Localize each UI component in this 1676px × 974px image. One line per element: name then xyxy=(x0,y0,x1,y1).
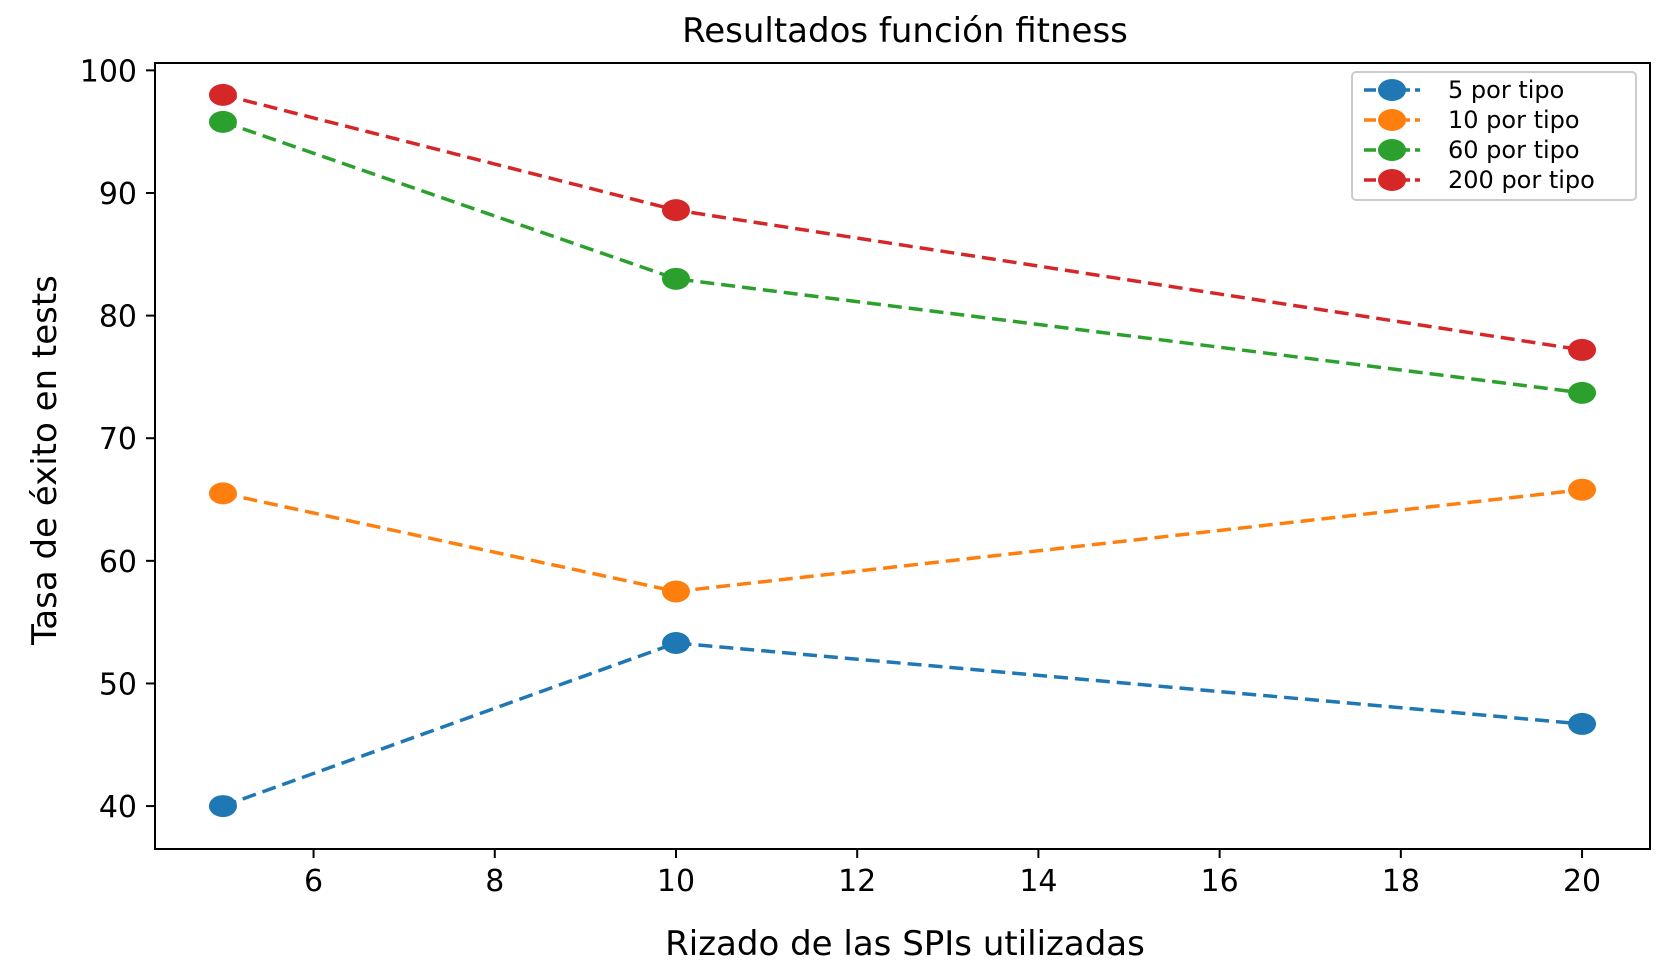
x-tick-label: 20 xyxy=(1563,864,1601,899)
x-tick-label: 16 xyxy=(1201,864,1239,899)
series-line xyxy=(222,120,1583,395)
data-point xyxy=(1568,381,1597,404)
data-point xyxy=(661,199,690,222)
legend-marker xyxy=(1378,79,1406,101)
legend-label: 60 por tipo xyxy=(1448,136,1580,164)
legend-box xyxy=(1351,71,1637,201)
chart-title: Resultados función fitness xyxy=(682,11,1128,51)
x-tick-label: 12 xyxy=(838,864,876,899)
data-point xyxy=(661,267,690,290)
x-tick-label: 10 xyxy=(657,864,695,899)
plot-area: 6 8 10 12 14 16 18 20 40 50 60 70 80 90 100 xyxy=(80,54,1651,899)
legend-label: 200 por tipo xyxy=(1448,166,1595,194)
y-axis-title: Tasa de éxito en tests xyxy=(25,275,65,646)
x-tick-label: 18 xyxy=(1382,864,1420,899)
y-tick-label: 80 xyxy=(99,300,137,335)
legend-label: 10 por tipo xyxy=(1448,106,1580,134)
legend-marker xyxy=(1378,169,1406,191)
data-point xyxy=(1568,478,1597,501)
legend-marker xyxy=(1378,139,1406,161)
y-tick-label: 40 xyxy=(99,790,137,825)
y-tick-label: 70 xyxy=(99,422,137,457)
data-point xyxy=(208,83,237,106)
y-tick-label: 50 xyxy=(99,667,137,702)
x-axis-title: Rizado de las SPIs utilizadas xyxy=(665,924,1145,964)
series-line xyxy=(222,641,1583,808)
series-line xyxy=(222,487,1583,594)
x-tick-label: 8 xyxy=(485,864,504,899)
y-tick-label: 60 xyxy=(99,545,137,580)
plot-frame xyxy=(154,62,1651,850)
legend-marker xyxy=(1378,109,1406,131)
data-point xyxy=(208,482,237,505)
data-point xyxy=(661,580,690,603)
legend-label: 5 por tipo xyxy=(1448,76,1564,104)
y-tick-label: 90 xyxy=(99,177,137,212)
data-point xyxy=(1568,338,1597,361)
data-point xyxy=(661,631,690,654)
data-point xyxy=(1568,712,1597,735)
x-tick-label: 14 xyxy=(1019,864,1057,899)
data-point xyxy=(208,795,237,818)
x-tick-label: 6 xyxy=(304,864,323,899)
data-point xyxy=(208,110,237,133)
y-tick-label: 100 xyxy=(80,54,137,89)
